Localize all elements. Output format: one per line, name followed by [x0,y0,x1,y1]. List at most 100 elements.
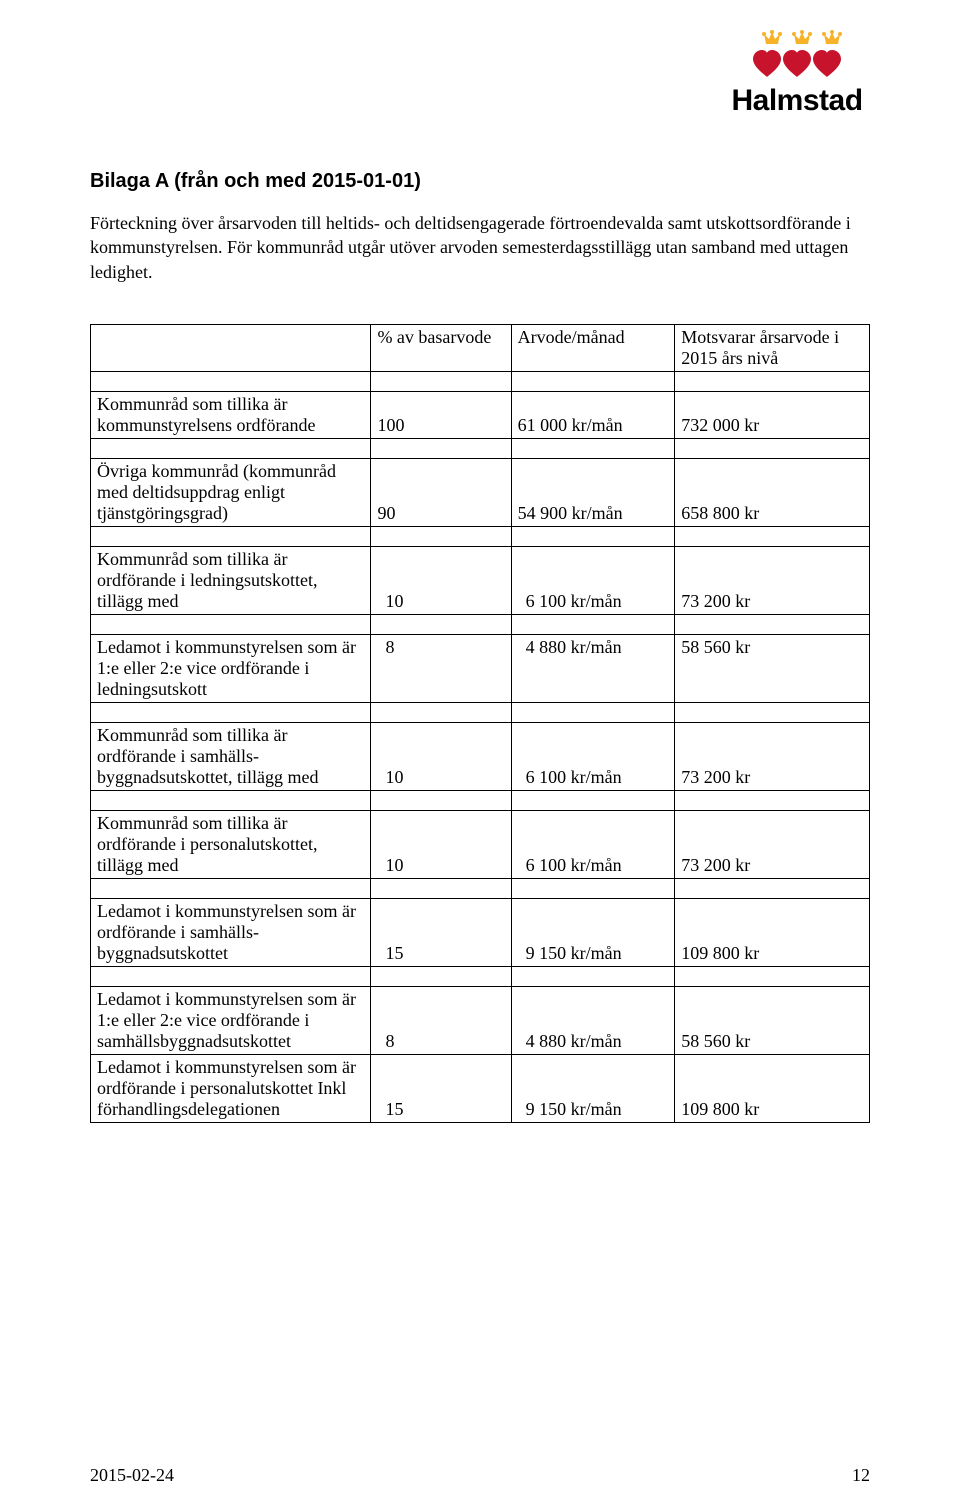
logo-text: Halmstad [731,84,862,117]
table-spacer-row [91,526,870,546]
table-cell [91,614,371,634]
table-cell [91,878,371,898]
table-cell [91,966,371,986]
table-cell: 109 800 kr [675,898,870,966]
table-row: Kommunråd som tillika är ordförande i le… [91,546,870,614]
table-cell [675,438,870,458]
table-spacer-row [91,878,870,898]
table-cell: 4 880 kr/mån [511,986,675,1054]
table-cell [371,438,511,458]
table-cell: 73 200 kr [675,546,870,614]
table-cell: 732 000 kr [675,391,870,438]
table-cell: 58 560 kr [675,634,870,702]
footer-date: 2015-02-24 [90,1465,174,1486]
table-cell: 100 [371,391,511,438]
crown-icon [762,30,842,44]
table-cell: 658 800 kr [675,458,870,526]
table-cell: 9 150 kr/mån [511,1054,675,1122]
table-cell [91,526,371,546]
table-cell [371,702,511,722]
table-cell: Arvode/månad [511,324,675,371]
table-cell: 6 100 kr/mån [511,810,675,878]
table-cell: Motsvarar årsarvode i 2015 års nivå [675,324,870,371]
table-cell: 10 [371,722,511,790]
table-cell: 109 800 kr [675,1054,870,1122]
table-cell: Kommunråd som tillika är ordförande i sa… [91,722,371,790]
table-cell [675,966,870,986]
table-cell [675,878,870,898]
table-cell [371,371,511,391]
table-cell [675,614,870,634]
page-footer: 2015-02-24 12 [90,1465,870,1486]
table-cell: % av basarvode [371,324,511,371]
table-cell [675,371,870,391]
table-cell [511,966,675,986]
hearts-icon [753,50,841,77]
arvode-table: % av basarvodeArvode/månadMotsvarar årsa… [90,324,870,1123]
table-cell: 6 100 kr/mån [511,722,675,790]
table-cell: Kommunråd som tillika är ordförande i le… [91,546,371,614]
table-cell [371,790,511,810]
table-cell: Ledamot i kommunstyrelsen som är 1:e ell… [91,986,371,1054]
table-cell [511,438,675,458]
table-cell [675,526,870,546]
table-cell: 15 [371,898,511,966]
table-cell: 73 200 kr [675,722,870,790]
table-spacer-row [91,702,870,722]
table-cell: 15 [371,1054,511,1122]
table-cell: Övriga kommunråd (kommunråd med deltidsu… [91,458,371,526]
intro-paragraph: Förteckning över årsarvoden till heltids… [90,211,870,284]
table-cell [511,526,675,546]
table-cell: 9 150 kr/mån [511,898,675,966]
table-cell [675,702,870,722]
table-cell: 6 100 kr/mån [511,546,675,614]
table-row: Kommunråd som tillika är ordförande i sa… [91,722,870,790]
table-cell [371,526,511,546]
table-cell: 10 [371,546,511,614]
table-cell: 54 900 kr/mån [511,458,675,526]
table-cell: 8 [371,986,511,1054]
table-cell: 73 200 kr [675,810,870,878]
table-spacer-row [91,371,870,391]
table-cell: 90 [371,458,511,526]
footer-page: 12 [852,1465,870,1486]
table-cell: Ledamot i kommunstyrelsen som är 1:e ell… [91,634,371,702]
page-title: Bilaga A (från och med 2015-01-01) [90,170,870,193]
table-cell [511,790,675,810]
table-cell [91,324,371,371]
table-row: Ledamot i kommunstyrelsen som är ordföra… [91,1054,870,1122]
table-spacer-row [91,438,870,458]
table-row: Kommunråd som tillika är kommunstyrelsen… [91,391,870,438]
table-spacer-row [91,614,870,634]
table-row: Ledamot i kommunstyrelsen som är 1:e ell… [91,986,870,1054]
table-cell: Ledamot i kommunstyrelsen som är ordföra… [91,898,371,966]
table-cell: 4 880 kr/mån [511,634,675,702]
table-row: Kommunråd som tillika är ordförande i pe… [91,810,870,878]
table-cell [511,371,675,391]
table-cell: Kommunråd som tillika är ordförande i pe… [91,810,371,878]
table-row: Övriga kommunråd (kommunråd med deltidsu… [91,458,870,526]
table-cell [675,790,870,810]
table-cell [511,702,675,722]
halmstad-logo: Halmstad [705,30,890,120]
table-cell [511,614,675,634]
table-cell: Ledamot i kommunstyrelsen som är ordföra… [91,1054,371,1122]
table-row: Ledamot i kommunstyrelsen som är ordföra… [91,898,870,966]
table-spacer-row [91,966,870,986]
table-cell [511,878,675,898]
table-cell: 10 [371,810,511,878]
table-row: Ledamot i kommunstyrelsen som är 1:e ell… [91,634,870,702]
table-cell [371,966,511,986]
table-cell: Kommunråd som tillika är kommunstyrelsen… [91,391,371,438]
table-cell [91,438,371,458]
table-cell [91,790,371,810]
table-cell [371,878,511,898]
table-cell: 8 [371,634,511,702]
table-header-row: % av basarvodeArvode/månadMotsvarar årsa… [91,324,870,371]
table-spacer-row [91,790,870,810]
table-cell [91,371,371,391]
table-cell: 61 000 kr/mån [511,391,675,438]
table-cell: 58 560 kr [675,986,870,1054]
table-cell [371,614,511,634]
table-cell [91,702,371,722]
